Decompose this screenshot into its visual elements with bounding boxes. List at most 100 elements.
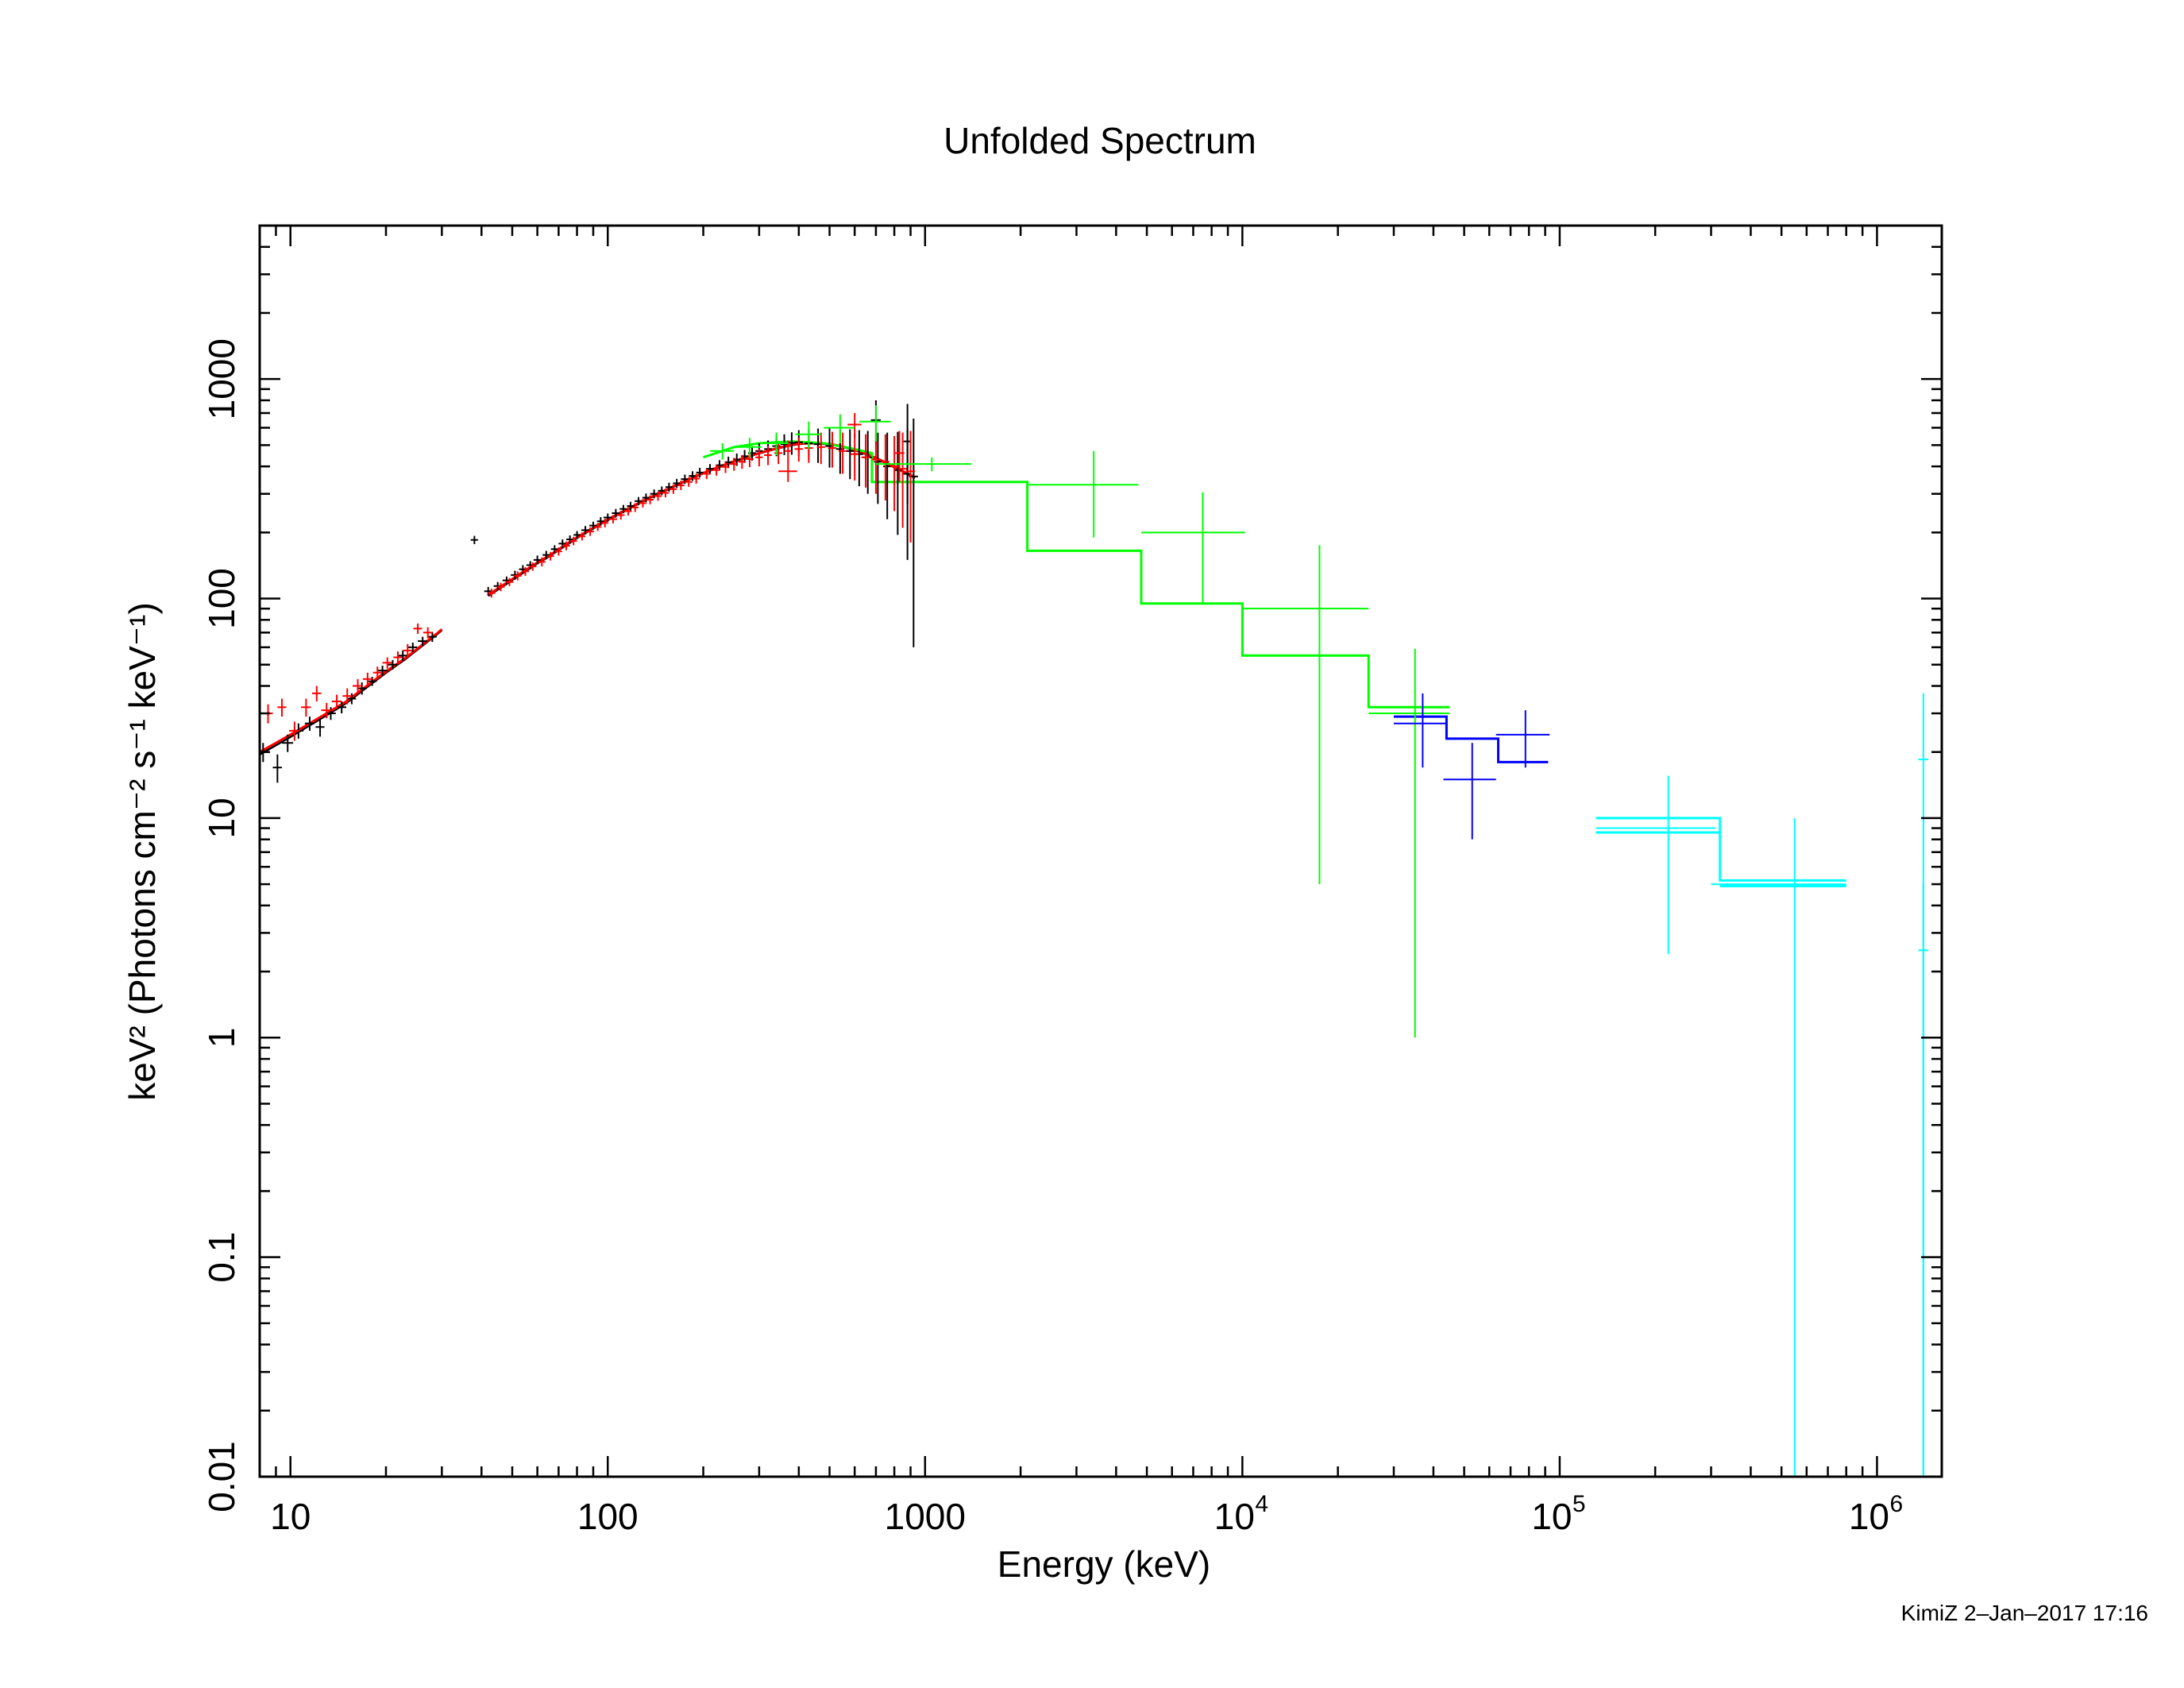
data-point-s1-64 — [905, 431, 916, 543]
data-point-s0-23 — [533, 555, 542, 565]
data-point-s1-36 — [646, 495, 654, 504]
data-point-s2-4 — [824, 414, 855, 443]
data-point-s0-32 — [603, 513, 612, 522]
data-point-s1-6 — [331, 694, 342, 709]
data-point-s3-2 — [1495, 710, 1550, 768]
model-line-4-0 — [1596, 817, 1846, 882]
data-point-s1-40 — [677, 481, 685, 490]
data-point-s1-44 — [712, 465, 720, 476]
data-point-s2-8 — [1140, 492, 1245, 604]
data-point-s0-41 — [673, 478, 681, 489]
data-point-s0-35 — [627, 501, 635, 511]
data-point-s0-25 — [550, 545, 558, 554]
data-point-s1-39 — [669, 485, 677, 494]
data-point-s0-27 — [566, 535, 574, 544]
data-point-s1-53 — [794, 438, 803, 462]
data-point-s0-14 — [407, 642, 418, 653]
data-point-s0-29 — [581, 526, 590, 535]
data-point-s1-41 — [685, 477, 693, 487]
x-tick-label-5: 10 6 — [1849, 1491, 1903, 1537]
model-line-0-1 — [487, 442, 916, 597]
svg-text:6: 6 — [1889, 1491, 1903, 1517]
data-point-s1-19 — [513, 571, 522, 581]
data-point-s1-18 — [505, 577, 514, 586]
data-point-s1-49 — [755, 449, 763, 467]
data-point-s0-37 — [642, 493, 650, 503]
data-point-s1-29 — [593, 523, 602, 531]
data-point-s1-15 — [423, 627, 433, 639]
data-point-s1-16 — [487, 589, 496, 598]
data-point-s1-5 — [321, 702, 332, 719]
data-point-s0-61 — [846, 429, 855, 480]
data-point-s1-52 — [784, 440, 792, 463]
axis-ticks — [258, 224, 1942, 1478]
data-point-s2-1 — [736, 438, 762, 458]
data-point-s1-28 — [586, 527, 594, 536]
data-point-s0-1 — [272, 754, 282, 783]
data-point-s1-12 — [393, 651, 403, 664]
data-point-s1-3 — [301, 698, 311, 717]
data-point-s1-13 — [403, 643, 413, 658]
data-point-s0-31 — [596, 516, 604, 526]
data-point-s1-2 — [288, 721, 300, 741]
data-point-s1-21 — [528, 562, 537, 571]
model-line-1-1 — [487, 442, 916, 597]
data-point-s1-25 — [562, 541, 570, 550]
data-point-s0-28 — [573, 531, 581, 539]
data-point-s2-6 — [875, 457, 972, 472]
data-point-s2-0 — [710, 442, 735, 460]
x-tick-label-3: 10 4 — [1214, 1491, 1268, 1537]
svg-text:10: 10 — [270, 1496, 311, 1537]
svg-text:5: 5 — [1572, 1491, 1586, 1517]
y-tick-label-0: 0.01 — [201, 1441, 242, 1512]
data-point-s2-5 — [859, 405, 891, 442]
data-point-s0-11 — [377, 665, 388, 676]
data-point-s1-62 — [889, 435, 899, 512]
x-tick-label-4: 10 5 — [1531, 1491, 1585, 1537]
data-point-s0-65 — [883, 432, 892, 520]
data-point-s0-33 — [612, 508, 620, 518]
data-point-s3-0 — [1393, 693, 1447, 768]
svg-text:10: 10 — [1531, 1496, 1572, 1537]
data-point-s0-38 — [650, 489, 658, 499]
data-point-s0-63 — [863, 431, 872, 494]
data-point-s1-26 — [569, 536, 577, 546]
x-tick-label-2: 1000 — [885, 1496, 966, 1537]
data-point-s1-17 — [496, 582, 505, 592]
data-point-s1-38 — [662, 489, 669, 498]
data-point-s1-32 — [617, 511, 625, 520]
data-point-s1-65 — [778, 462, 797, 482]
data-point-s0-16 — [427, 632, 437, 643]
data-point-s1-50 — [764, 446, 772, 465]
data-point-s1-7 — [342, 688, 352, 705]
svg-text:100: 100 — [577, 1496, 639, 1537]
data-point-s1-61 — [881, 434, 889, 500]
data-point-s0-36 — [635, 496, 642, 506]
data-point-s1-30 — [601, 519, 609, 527]
data-point-s0-4 — [304, 717, 314, 731]
model-line-3-0 — [1394, 715, 1549, 763]
data-point-s2-10 — [1368, 648, 1450, 1038]
x-axis-label: Energy (keV) — [997, 1543, 1210, 1585]
svg-text:1000: 1000 — [885, 1496, 966, 1537]
data-point-s1-34 — [631, 503, 639, 512]
data-point-s0-5 — [315, 718, 325, 737]
data-point-s1-58 — [850, 433, 859, 481]
data-point-s1-66 — [847, 412, 862, 438]
y-axis-label: keV² (Photons cm⁻² s⁻¹ keV⁻¹) — [122, 602, 163, 1101]
data-point-s4-0 — [1596, 775, 1716, 955]
data-point-s1-22 — [538, 557, 546, 567]
data-point-s1-57 — [838, 432, 847, 474]
data-point-s0-34 — [619, 504, 627, 513]
plot-area — [259, 400, 1928, 1477]
data-point-s1-4 — [311, 686, 322, 702]
data-point-s1-10 — [372, 666, 382, 679]
svg-text:10: 10 — [1849, 1496, 1889, 1537]
data-point-s1-45 — [722, 461, 729, 473]
data-point-s1-35 — [639, 499, 647, 508]
data-point-s1-47 — [738, 455, 746, 469]
y-tick-label-4: 100 — [201, 568, 242, 629]
data-point-s1-37 — [654, 491, 662, 501]
